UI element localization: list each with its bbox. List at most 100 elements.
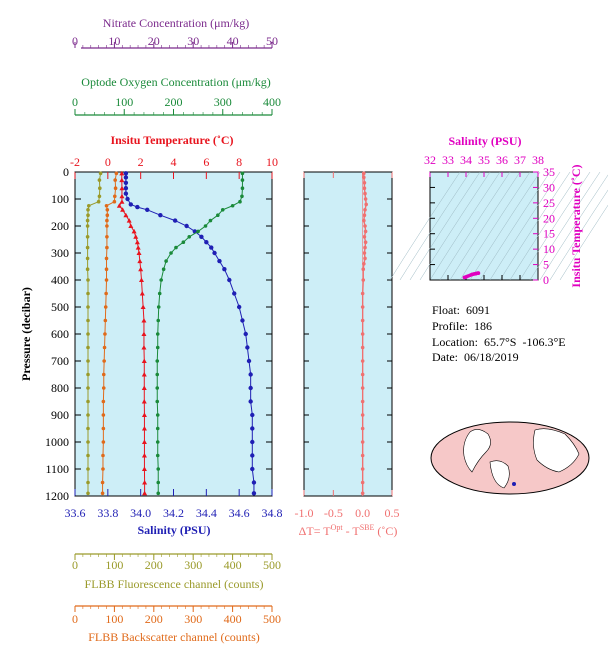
pressure-tick-label: 400	[51, 273, 69, 287]
delta-t-point	[360, 372, 365, 377]
delta-t-point	[362, 213, 367, 217]
temperature-point	[141, 399, 147, 404]
oxygen-point	[216, 213, 220, 217]
fluorescence-tick-label: 400	[224, 558, 242, 572]
temperature-point	[139, 291, 145, 296]
fluorescence-point	[86, 426, 90, 431]
temperature-point	[141, 466, 147, 471]
fluorescence-point	[86, 413, 90, 417]
world-map	[430, 421, 590, 495]
ts-salinity-tick-label: 34	[460, 153, 472, 167]
salinity-tick-label: 33.6	[65, 506, 86, 520]
delta-t-point	[363, 191, 367, 196]
delta-t-point	[360, 413, 365, 417]
backscatter-point	[104, 256, 109, 261]
fluorescence-point	[86, 208, 90, 212]
fluorescence-tick-label: 500	[263, 558, 281, 572]
delta-t-point	[360, 453, 365, 458]
temperature-point	[141, 412, 147, 417]
oxygen-point	[240, 178, 245, 182]
oxygen-tick-label: 200	[165, 95, 183, 109]
nitrate-tick-label: 0	[72, 34, 78, 48]
salinity-point	[250, 426, 255, 431]
delta-t-point	[361, 267, 366, 272]
temperature-point	[141, 385, 147, 390]
salinity-point	[212, 250, 217, 256]
temperature-tick-label: 0	[105, 155, 111, 169]
fluorescence-point	[86, 332, 90, 336]
pressure-tick-label: 300	[51, 246, 69, 260]
oxygen-point	[157, 291, 162, 296]
oxygen-point	[156, 305, 161, 309]
salinity-point	[248, 399, 253, 404]
backscatter-point	[105, 218, 109, 223]
oxygen-axis-label: Optode Oxygen Concentration (μm/kg)	[81, 75, 270, 89]
delta-t-point	[363, 197, 368, 201]
salinity-point	[145, 207, 150, 212]
temperature-point	[141, 372, 147, 377]
pressure-tick-label: 800	[51, 381, 69, 395]
backscatter-point	[112, 199, 117, 204]
temperature-point	[131, 228, 137, 234]
temperature-point	[138, 277, 144, 282]
salinity-point	[184, 223, 189, 229]
oxygen-point	[156, 491, 161, 496]
fluorescence-point	[85, 218, 90, 223]
delta-t-point	[362, 218, 366, 223]
backscatter-point	[102, 345, 107, 350]
oxygen-point	[196, 229, 200, 234]
backscatter-point	[105, 213, 110, 217]
oxygen-point	[155, 413, 160, 417]
delta-t-point	[362, 171, 366, 176]
salinity-point	[123, 186, 129, 191]
salinity-point	[250, 439, 255, 445]
fluorescence-point	[86, 372, 90, 377]
delta-t-plot: -1.0 -0.5 0.0 0.5 ΔT= TOpt - TSBE (˚C)	[295, 171, 400, 538]
salinity-point	[250, 466, 255, 472]
salinity-tick-label: 34.2	[163, 506, 184, 520]
delta-t-point	[363, 229, 368, 234]
temperature-point	[140, 304, 146, 309]
salinity-point	[222, 267, 227, 272]
oxygen-point	[156, 480, 161, 485]
ts-salinity-tick-label: 32	[424, 153, 436, 167]
temperature-tick-label: -2	[70, 155, 80, 169]
temperature-tick-label: 6	[203, 155, 209, 169]
temperature-tick-label: 10	[266, 155, 278, 169]
salinity-point	[250, 453, 255, 458]
fluorescence-tick-label: 0	[72, 558, 78, 572]
temperature-point	[141, 358, 147, 363]
fluorescence-point	[85, 245, 90, 250]
delta-t-point	[360, 386, 365, 390]
salinity-point	[251, 491, 257, 496]
delta-t-point	[362, 175, 366, 180]
salinity-point	[250, 412, 255, 418]
temperature-point	[136, 250, 142, 255]
salinity-point	[248, 372, 253, 377]
fluorescence-point	[86, 278, 90, 282]
pressure-tick-label: 1200	[45, 489, 69, 503]
delta-t-axis-label: ΔT= TOpt - TSBE (˚C)	[299, 523, 398, 538]
backscatter-point	[104, 203, 109, 208]
nitrate-tick-label: 50	[266, 34, 278, 48]
salinity-point	[232, 291, 237, 296]
salinity-axis-label: Salinity (PSU)	[137, 523, 210, 537]
delta-t-tick-label: -0.5	[324, 506, 343, 520]
fluorescence-axis-label: FLBB Fluorescence channel (counts)	[85, 577, 264, 591]
salinity-point	[128, 202, 134, 207]
fluorescence-point	[86, 359, 90, 363]
ts-temperature-label: Insitu Temperature (˚C)	[569, 164, 583, 287]
delta-t-point	[360, 491, 365, 496]
salinity-tick-label: 34.4	[196, 506, 217, 520]
pressure-tick-label: 900	[51, 408, 69, 422]
oxygen-point	[156, 467, 161, 471]
oxygen-point	[174, 245, 178, 250]
oxygen-point	[230, 203, 235, 208]
oxygen-axis: Optode Oxygen Concentration (μm/kg) 0 100…	[72, 75, 281, 116]
oxygen-point	[159, 278, 163, 282]
temperature-point	[141, 345, 147, 350]
temperature-point	[119, 177, 125, 183]
backscatter-tick-label: 200	[145, 612, 163, 626]
backscatter-point	[114, 171, 119, 176]
